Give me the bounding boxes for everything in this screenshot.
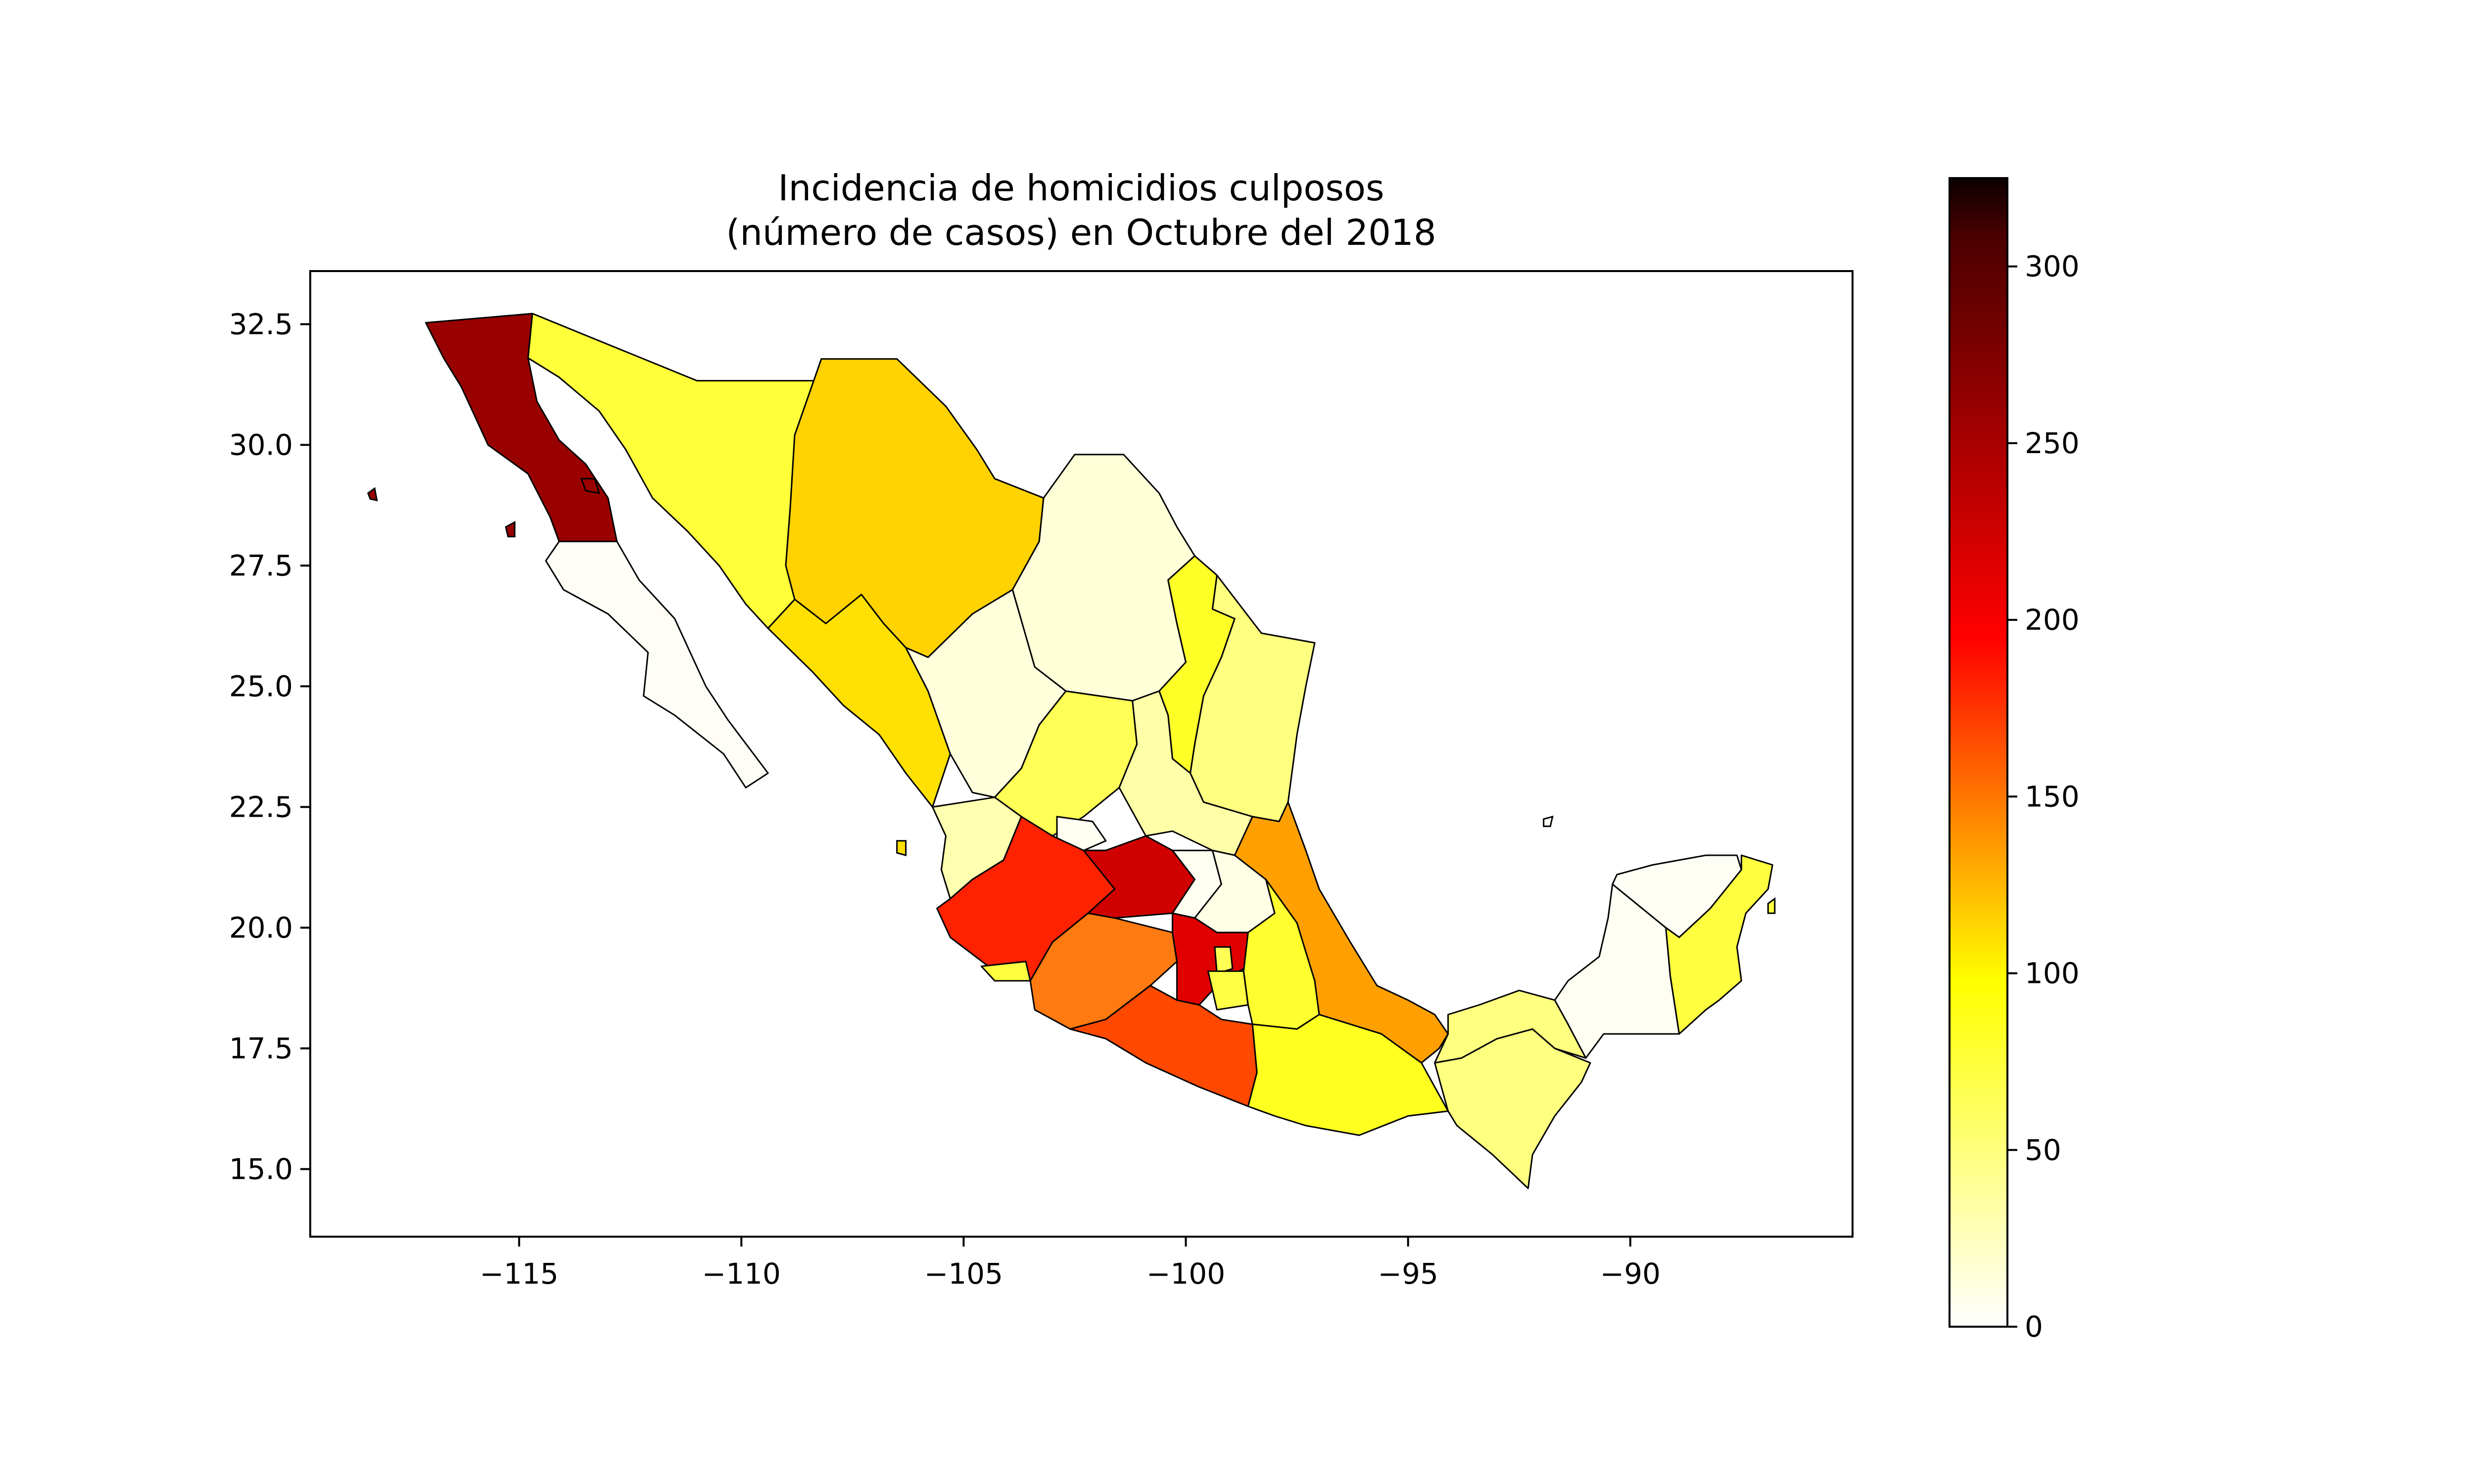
colorbar-tick-label: 150 xyxy=(2025,780,2080,813)
x-axis: −115 −110 −105 −100 −95 −90 xyxy=(480,1237,1661,1291)
state-ciudad-de-mexico xyxy=(1214,946,1234,974)
state-aguascalientes xyxy=(1056,816,1107,851)
colorbar-tick-label: 250 xyxy=(2025,426,2080,460)
colorbar-gradient xyxy=(1949,177,2008,1328)
colorbar-tick-label: 200 xyxy=(2025,603,2080,637)
y-tick-label: 17.5 xyxy=(229,1031,293,1065)
island-2 xyxy=(580,478,601,494)
chart-title-line-1: Incidencia de homicidios culposos xyxy=(778,167,1384,209)
y-tick-label: 32.5 xyxy=(229,307,293,341)
island-3 xyxy=(505,520,516,538)
state-coahuila xyxy=(1011,454,1196,702)
state-sinaloa xyxy=(767,594,951,808)
state-morelos xyxy=(1207,970,1249,1011)
colorbar-tick-label: 100 xyxy=(2025,957,2080,990)
y-tick-label: 27.5 xyxy=(229,549,293,582)
x-tick-label: −100 xyxy=(1146,1257,1225,1291)
chart-title-line-2: (número de casos) en Octubre del 2018 xyxy=(726,212,1436,253)
plot-frame xyxy=(309,270,1854,1238)
state-quintana-roo xyxy=(1665,854,1773,1035)
x-tick-label: −105 xyxy=(924,1257,1003,1291)
state-oaxaca xyxy=(1247,1014,1449,1136)
island-4 xyxy=(896,840,907,856)
island-5 xyxy=(1767,897,1776,914)
colorbar-tick-label: 0 xyxy=(2025,1310,2043,1344)
y-tick-label: 25.0 xyxy=(229,669,293,703)
colorbar: 0 50 100 150 200 250 300 xyxy=(1949,177,2080,1344)
state-tabasco xyxy=(1434,989,1587,1064)
y-axis: 15.0 17.5 20.0 22.5 25.0 27.5 30.0 32.5 xyxy=(229,307,310,1186)
island-1 xyxy=(367,487,378,502)
y-tick-label: 22.5 xyxy=(229,790,293,824)
island-6 xyxy=(1543,815,1554,827)
x-tick-label: −110 xyxy=(702,1257,781,1291)
colorbar-tick-label: 50 xyxy=(2025,1133,2061,1167)
x-tick-label: −90 xyxy=(1600,1257,1661,1291)
chart-title: Incidencia de homicidios culposos (númer… xyxy=(726,167,1436,253)
colorbar-tick-label: 300 xyxy=(2025,250,2080,283)
x-tick-label: −95 xyxy=(1378,1257,1438,1291)
y-tick-label: 15.0 xyxy=(229,1152,293,1186)
map-layer xyxy=(367,313,1776,1189)
x-tick-label: −115 xyxy=(480,1257,559,1291)
y-tick-label: 30.0 xyxy=(229,428,293,462)
state-baja-california-sur xyxy=(545,541,769,788)
y-tick-label: 20.0 xyxy=(229,911,293,944)
